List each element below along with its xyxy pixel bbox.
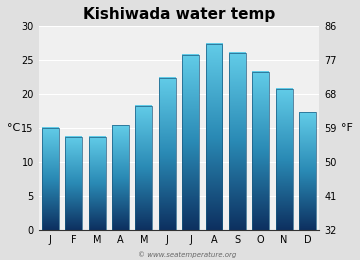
Bar — [229, 53, 246, 230]
Bar — [299, 113, 316, 230]
Bar — [112, 125, 129, 230]
Bar — [42, 128, 59, 230]
Bar — [276, 89, 293, 230]
Text: © www.seatemperature.org: © www.seatemperature.org — [138, 252, 237, 258]
Bar — [182, 55, 199, 230]
Bar — [206, 44, 222, 230]
Bar — [159, 78, 176, 230]
Bar — [252, 72, 269, 230]
Y-axis label: °C: °C — [7, 123, 20, 133]
Bar — [65, 137, 82, 230]
Title: Kishiwada water temp: Kishiwada water temp — [83, 7, 275, 22]
Y-axis label: °F: °F — [341, 123, 353, 133]
Bar — [89, 137, 105, 230]
Bar — [135, 106, 152, 230]
